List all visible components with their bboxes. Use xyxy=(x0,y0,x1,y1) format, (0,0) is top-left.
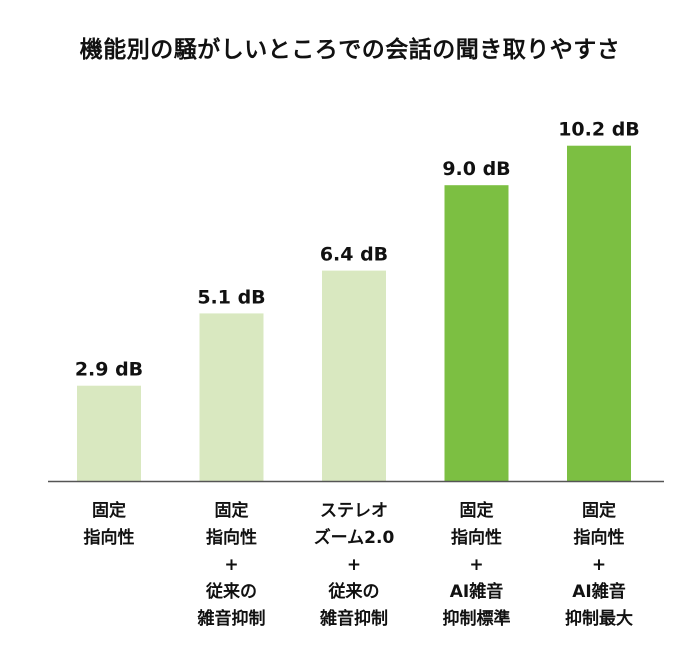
chart-title: 機能別の騒がしいところでの会話の聞き取りやすさ xyxy=(79,37,621,63)
bar-3 xyxy=(322,270,386,481)
bar-1 xyxy=(77,385,141,481)
x-tick-label-4-line-1: 固定 xyxy=(460,500,494,521)
x-tick-label-5-line-2: 指向性 xyxy=(574,527,625,548)
x-tick-label-2-line-5: 雑音抑制 xyxy=(197,608,266,629)
x-tick-label-5-line-5: 抑制最大 xyxy=(565,608,633,629)
x-tick-label-5-line-4: AI雑音 xyxy=(572,581,625,602)
data-label-3: 6.4 dB xyxy=(320,244,388,266)
x-tick-label-4-line-5: 抑制標準 xyxy=(443,608,511,629)
bar-5 xyxy=(567,145,631,481)
x-tick-label-4-line-2: 指向性 xyxy=(451,527,502,548)
x-tick-label-5-line-3: + xyxy=(592,555,606,575)
x-tick-label-1-line-2: 指向性 xyxy=(84,527,135,548)
data-label-2: 5.1 dB xyxy=(197,286,265,308)
x-tick-label-1-line-1: 固定 xyxy=(92,500,126,521)
x-tick-label-3-line-3: + xyxy=(347,555,361,575)
bar-4 xyxy=(444,185,509,481)
x-tick-label-2-line-3: + xyxy=(224,555,238,575)
x-tick-label-2-line-2: 指向性 xyxy=(206,527,257,548)
x-tick-label-2-line-4: 従来の xyxy=(205,581,257,602)
bar-2 xyxy=(199,313,264,481)
data-label-1: 2.9 dB xyxy=(75,359,143,381)
data-label-4: 9.0 dB xyxy=(442,158,510,180)
x-tick-label-5-line-1: 固定 xyxy=(582,500,616,521)
x-tick-label-2-line-1: 固定 xyxy=(215,500,249,521)
x-tick-label-4-line-3: + xyxy=(469,555,483,575)
x-tick-label-3-line-5: 雑音抑制 xyxy=(319,608,388,629)
x-tick-label-4-line-4: AI雑音 xyxy=(450,581,503,602)
x-tick-label-3-line-4: 従来の xyxy=(328,581,380,602)
x-tick-label-3-line-2: ズーム2.0 xyxy=(314,527,395,548)
x-tick-label-3-line-1: ステレオ xyxy=(320,501,388,521)
data-label-5: 10.2 dB xyxy=(558,119,640,141)
